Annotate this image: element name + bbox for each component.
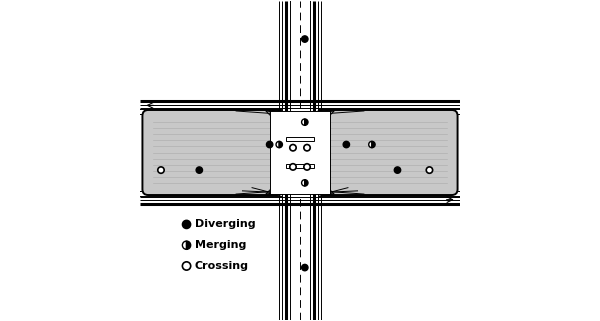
Text: Crossing: Crossing — [194, 261, 248, 271]
Circle shape — [290, 164, 296, 170]
Circle shape — [182, 220, 191, 229]
Circle shape — [304, 144, 310, 151]
Bar — [286, 1, 314, 320]
Text: Diverging: Diverging — [194, 220, 255, 230]
Bar — [286, 164, 314, 169]
Wedge shape — [182, 241, 187, 249]
Circle shape — [182, 262, 191, 270]
Wedge shape — [305, 180, 308, 186]
Circle shape — [343, 141, 350, 148]
Circle shape — [266, 141, 273, 148]
Wedge shape — [369, 141, 372, 148]
Wedge shape — [187, 241, 191, 249]
FancyBboxPatch shape — [142, 110, 283, 195]
Wedge shape — [302, 119, 305, 125]
Bar — [140, 101, 460, 204]
Bar — [269, 111, 331, 194]
Wedge shape — [276, 141, 279, 148]
Wedge shape — [302, 180, 305, 186]
Circle shape — [158, 167, 164, 173]
Circle shape — [196, 167, 203, 173]
Wedge shape — [279, 141, 283, 148]
Circle shape — [426, 167, 433, 173]
Circle shape — [304, 164, 310, 170]
Circle shape — [302, 265, 308, 271]
Bar — [286, 136, 314, 141]
FancyBboxPatch shape — [317, 110, 458, 195]
Wedge shape — [372, 141, 375, 148]
Wedge shape — [305, 119, 308, 125]
Circle shape — [290, 144, 296, 151]
Text: Merging: Merging — [194, 240, 246, 250]
Circle shape — [394, 167, 401, 173]
Circle shape — [302, 36, 308, 42]
